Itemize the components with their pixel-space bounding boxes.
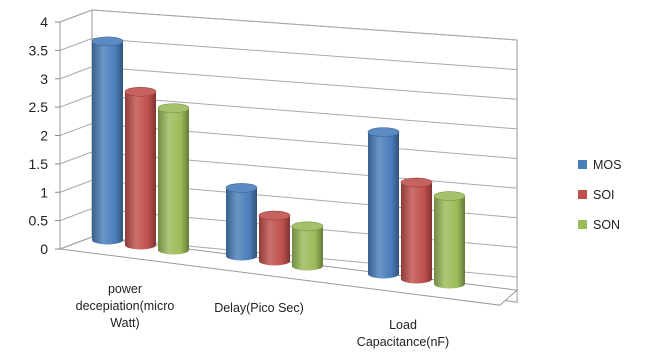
bar-body [401, 182, 432, 284]
bar-mos-2 [367, 127, 400, 279]
legend-swatch [578, 220, 587, 229]
bar-top [157, 103, 190, 113]
bar-body [368, 132, 399, 279]
bar-body [125, 91, 156, 250]
y-tick-label: 2 [40, 128, 48, 144]
bars [91, 36, 466, 289]
legend-label: SON [593, 218, 620, 232]
x-category-line: decepiation(micro [76, 299, 175, 313]
bar-body [259, 215, 290, 266]
bar-mos-1 [225, 183, 258, 261]
legend-label: MOS [593, 158, 621, 172]
y-tick-label: 0.5 [29, 213, 49, 229]
gridline [59, 37, 518, 71]
bar-body [226, 187, 257, 261]
x-category-label: power decepiation(micro Watt) [76, 282, 175, 330]
bar-top [124, 86, 157, 97]
bar-soi-1 [258, 210, 291, 266]
bar-body [292, 226, 323, 271]
x-category-line: Capacitance(nF) [357, 335, 449, 349]
bar-mos-0 [91, 36, 124, 245]
y-tick-label: 3.5 [29, 42, 49, 58]
y-tick-label: 2.5 [29, 99, 49, 115]
bar-top [400, 177, 433, 188]
legend-label: SOI [593, 188, 615, 202]
bar-body [158, 108, 189, 255]
bar-top [258, 210, 291, 221]
bar-body [92, 41, 123, 245]
bar-soi-2 [400, 177, 433, 284]
x-category-label: Load Capacitance(nF) [357, 318, 449, 349]
bar-son-1 [291, 221, 324, 271]
x-category-line: power [108, 282, 142, 296]
y-tick-label: 1.5 [29, 156, 49, 172]
bar-son-0 [157, 103, 190, 255]
y-tick-label: 4 [40, 14, 48, 30]
legend: MOS SOI SON [578, 158, 621, 232]
bar-top [433, 191, 466, 201]
legend-swatch [578, 160, 587, 169]
y-tick-label: 3 [40, 71, 48, 87]
x-category-line: Watt) [110, 316, 139, 330]
bar-top [367, 127, 400, 137]
bar-top [225, 183, 258, 193]
x-category-line: Load [389, 318, 417, 332]
gridline [59, 9, 518, 41]
bar-top [291, 221, 324, 232]
bar-soi-0 [124, 86, 157, 250]
y-tick-label: 0 [40, 241, 48, 257]
y-tick-label: 1 [40, 184, 48, 200]
x-axis: power decepiation(micro Watt) Delay(Pico Se… [76, 282, 450, 349]
bar-son-2 [433, 191, 466, 289]
y-axis: 0 0.5 1 1.5 2 2.5 3 3.5 4 [29, 14, 60, 257]
x-category-line: Delay(Pico Sec) [214, 301, 304, 315]
legend-swatch [578, 190, 587, 199]
bar-body [434, 196, 465, 289]
x-category-label: Delay(Pico Sec) [214, 301, 304, 315]
bar-top [91, 36, 124, 47]
